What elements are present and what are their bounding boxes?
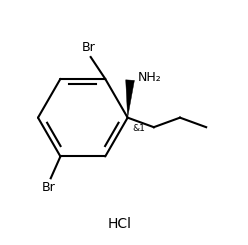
Text: Br: Br [81,41,95,54]
Text: NH₂: NH₂ [137,71,161,84]
Polygon shape [126,80,134,118]
Text: HCl: HCl [107,217,131,231]
Text: &1: &1 [132,124,145,133]
Text: Br: Br [41,181,55,194]
